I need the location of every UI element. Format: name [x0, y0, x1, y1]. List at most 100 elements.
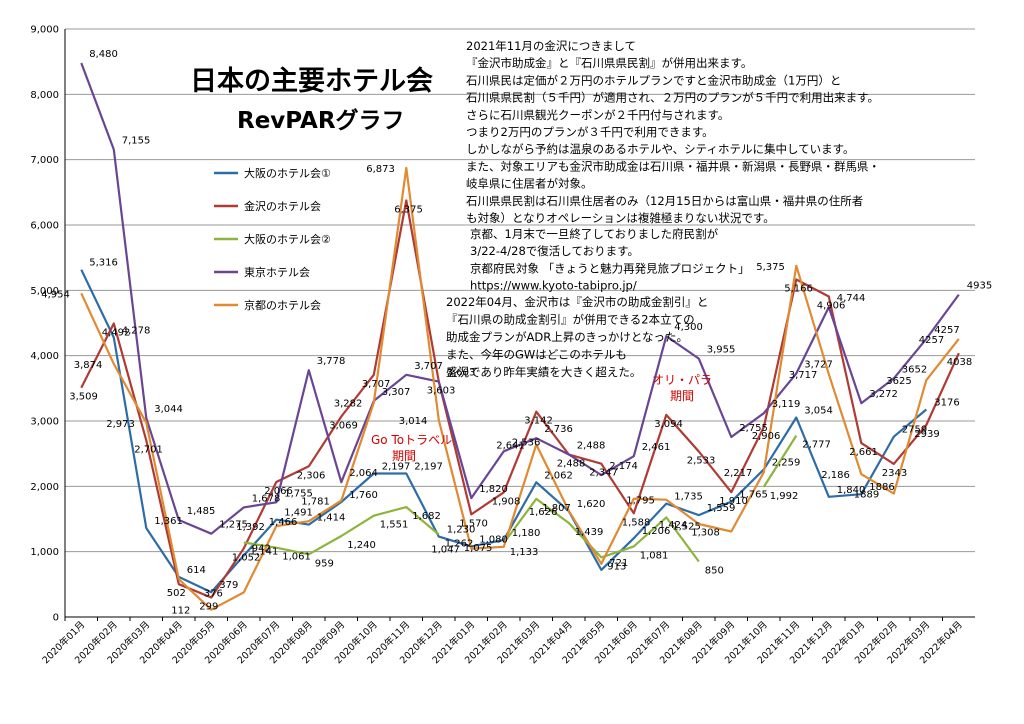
- series-line-3: [762, 435, 798, 488]
- annotation-olympics-period: 期間: [670, 389, 694, 403]
- data-label: 3,307: [382, 387, 411, 398]
- note-kanazawa-line: 岐阜県に住居者が対象。: [466, 177, 593, 191]
- data-label: 614: [187, 565, 206, 576]
- y-tick-label: 4,000: [30, 351, 59, 362]
- data-label: 2,062: [544, 470, 573, 481]
- data-label: 3652: [902, 364, 927, 375]
- data-label: 3,282: [334, 399, 363, 410]
- chart-title: 日本の主要ホテル会: [190, 66, 433, 97]
- data-label: 850: [705, 565, 724, 576]
- data-label: 2,906: [752, 431, 781, 442]
- data-label: 4935: [967, 281, 992, 292]
- data-label: 2,488: [557, 458, 586, 469]
- data-label: 379: [219, 580, 238, 591]
- data-label: 1,910: [719, 496, 748, 507]
- data-label: 112: [171, 606, 190, 617]
- note-2022-line: 2022年04月、金沢市は『金沢市の助成金割引』と: [446, 295, 708, 309]
- note-kyoto-line: 3/22-4/28で復活しております。: [470, 244, 639, 258]
- data-label: 3,509: [69, 392, 98, 403]
- data-label: 1,781: [301, 497, 330, 508]
- annotation-goto: Go Toトラベル: [371, 433, 452, 447]
- y-tick-label: 8,000: [30, 90, 59, 101]
- data-label: 2,259: [772, 457, 801, 468]
- data-label: 721: [609, 558, 628, 569]
- data-label: 1,133: [510, 547, 539, 558]
- data-label: 2,347: [589, 468, 618, 479]
- data-label: 3,717: [789, 370, 818, 381]
- series-line-3: [243, 506, 440, 556]
- data-label: 3,014: [399, 416, 428, 427]
- note-2022-line: 盛況であり昨年実績を大きく超えた。: [446, 365, 641, 379]
- note-2022-line: また、今年のGWはどこのホテルも: [446, 348, 627, 362]
- data-label: 2,641: [496, 440, 525, 451]
- data-label: 2,064: [349, 468, 378, 479]
- series-line-5: [80, 166, 960, 611]
- data-label: 2,197: [414, 461, 443, 472]
- data-label: 3,069: [329, 420, 358, 431]
- annotation-goto-period: 期間: [392, 449, 416, 463]
- y-tick-label: 1,000: [30, 547, 59, 558]
- data-label: 942: [252, 543, 271, 554]
- data-label: 4,744: [837, 293, 866, 304]
- data-label: 2,755: [739, 423, 768, 434]
- data-label: 4,300: [674, 322, 703, 333]
- data-label: 2,174: [609, 461, 638, 472]
- data-label: 3,874: [74, 360, 103, 371]
- note-kanazawa-line: さらに石川県観光クーポンが２千円付与されます。: [466, 108, 729, 122]
- data-label: 6,873: [366, 164, 395, 175]
- data-label: 3625: [886, 376, 911, 387]
- data-label: 2,661: [849, 447, 878, 458]
- data-label: 1,052: [232, 552, 261, 563]
- data-label: 502: [167, 588, 186, 599]
- data-label: 3,272: [869, 389, 898, 400]
- data-label: 1,466: [269, 517, 298, 528]
- data-label: 2759: [902, 425, 927, 436]
- data-label: 376: [204, 588, 223, 599]
- data-label: 1,141: [250, 546, 279, 557]
- annotation-olympics: オリ・パラ: [652, 373, 712, 387]
- data-label: 1,795: [626, 496, 655, 507]
- data-label: 1,240: [347, 540, 376, 551]
- data-label: 1,439: [575, 527, 604, 538]
- y-axis: 0 1,000 2,000 3,000 4,000 5,000 6,000 7,000 8,00…: [30, 25, 66, 624]
- data-label: 4,492: [102, 328, 131, 339]
- grid: [65, 28, 975, 618]
- data-labels: 5,316 4,278 1,361 614 379 942 1,491 1,414 1,760 2…: [41, 49, 992, 617]
- y-tick-label: 3,000: [30, 417, 59, 428]
- data-label: 2,306: [297, 470, 326, 481]
- data-label: 1,840: [837, 485, 866, 496]
- chart-subtitle: RevPARグラフ: [237, 107, 405, 134]
- data-label: 3,778: [317, 356, 346, 367]
- data-label: 2,066: [264, 486, 293, 497]
- data-label: 7,155: [122, 136, 151, 147]
- series-line-3: [502, 497, 700, 563]
- data-label: 5,166: [784, 283, 813, 294]
- note-kanazawa-line: 石川県県民割は石川県住居者のみ（12月15日からは富山県・福井県の住所者: [466, 194, 863, 208]
- data-label: 1,678: [252, 493, 281, 504]
- data-label: 1,820: [479, 484, 508, 495]
- note-kanazawa-line: また、対象エリアも金沢市助成金は石川県・福井県・新潟県・長野県・群馬県・: [466, 159, 880, 173]
- note-2022-line: 『石川県の助成金割引』が併用できる2本立ての: [446, 313, 695, 327]
- series-lines: [80, 62, 960, 611]
- data-label: 2,777: [802, 440, 831, 451]
- data-label: 1,424: [659, 520, 688, 531]
- data-label: 3,094: [654, 419, 683, 430]
- note-kanazawa-line: 石川県民は定価が２万円のホテルプランですと金沢市助成金（1万円）と: [466, 73, 841, 87]
- data-label: 913: [607, 561, 626, 572]
- data-label: 1,588: [622, 517, 651, 528]
- x-axis: 2020年01月2020年02月2020年03月2020年04月2020年05月…: [40, 616, 975, 666]
- y-tick-label: 6,000: [30, 221, 59, 232]
- note-kyoto-line: 京都、1月末で一旦終了しておりました府民割が: [470, 227, 719, 241]
- data-label: 1,491: [284, 508, 313, 519]
- data-label: 1,525: [672, 521, 701, 532]
- legend-entry: 金沢のホテル会: [244, 199, 321, 213]
- data-label: 1,570: [459, 518, 488, 529]
- note-kanazawa-line: 『金沢市助成金』と『石川県県民割』が併用出来ます。: [466, 56, 752, 70]
- data-label: 1,682: [412, 511, 441, 522]
- data-label: 1,551: [380, 520, 409, 531]
- data-label: 3,727: [804, 360, 833, 371]
- data-label: 3,955: [707, 345, 736, 356]
- data-label: 1,081: [640, 550, 669, 561]
- data-label: 1,765: [739, 490, 768, 501]
